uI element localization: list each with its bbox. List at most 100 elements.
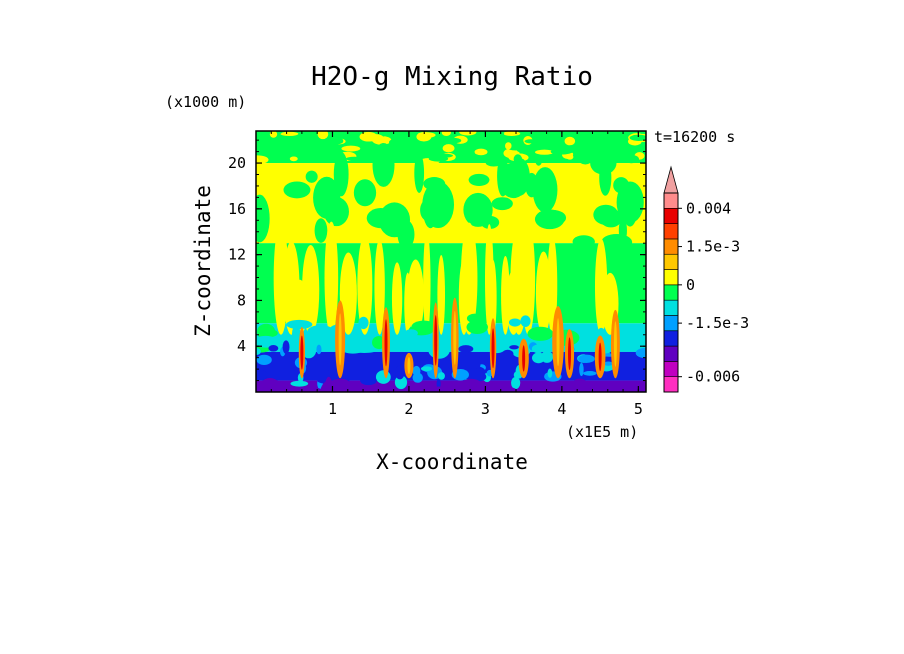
field-texture: [256, 354, 272, 366]
field-texture: [475, 356, 481, 370]
field-texture: [618, 131, 625, 136]
field-texture: [265, 154, 285, 162]
field-texture: [586, 139, 598, 145]
field-texture: [280, 131, 299, 136]
field-texture: [437, 254, 446, 335]
field-texture: [564, 136, 576, 146]
field-texture: [463, 192, 493, 227]
field-band-5: [256, 380, 646, 392]
field-texture: [577, 354, 595, 364]
x-tick-label: 2: [404, 400, 413, 418]
field-texture: [501, 255, 510, 335]
field-texture: [316, 344, 322, 355]
field-texture: [422, 181, 455, 229]
x-tick-label: 3: [481, 400, 490, 418]
field-texture: [395, 365, 405, 380]
field-texture: [550, 153, 559, 159]
field-texture: [459, 131, 477, 136]
field-texture: [430, 386, 447, 392]
field-texture: [620, 382, 630, 392]
field-texture: [623, 154, 640, 164]
colorbar-level-8: [663, 253, 679, 270]
field-texture: [314, 218, 328, 243]
field-texture: [570, 378, 586, 392]
colorbar-label: -0.006: [686, 368, 740, 386]
field-texture: [461, 148, 475, 158]
field-texture: [290, 380, 309, 387]
y-tick-label: 12: [228, 246, 246, 264]
plot-frame: [255, 130, 647, 393]
field-texture: [273, 222, 289, 335]
field-texture: [434, 315, 438, 366]
field-texture: [389, 138, 403, 146]
field-texture: [436, 379, 441, 389]
field-texture: [525, 172, 539, 198]
field-texture: [535, 156, 542, 166]
field-texture: [420, 366, 433, 372]
field-texture: [583, 370, 597, 376]
field-texture: [463, 387, 476, 392]
field-texture: [313, 176, 341, 219]
field-texture: [394, 375, 408, 390]
field-texture: [578, 154, 593, 165]
field-texture: [341, 345, 365, 354]
colorbar-level-5: [663, 299, 679, 316]
colorbar-level-9: [663, 238, 679, 255]
field-texture: [481, 133, 493, 138]
field-texture: [374, 239, 385, 335]
field-texture: [256, 348, 261, 356]
x-unit-label: (x1E5 m): [566, 423, 638, 441]
field-texture: [301, 342, 317, 359]
field-texture: [494, 359, 508, 368]
field-texture: [341, 145, 361, 152]
field-texture: [474, 148, 488, 156]
field-texture: [320, 380, 340, 392]
colorbar-level-2: [663, 345, 679, 362]
field-texture: [535, 251, 552, 335]
field-texture: [506, 269, 521, 335]
field-texture: [511, 376, 521, 390]
colorbar-level-7: [663, 269, 679, 286]
x-tick-label: 4: [557, 400, 566, 418]
field-texture: [458, 345, 474, 353]
field-texture: [629, 134, 646, 141]
field-texture: [359, 131, 378, 142]
field-texture: [289, 156, 298, 162]
field-texture: [540, 209, 567, 226]
field-texture: [539, 368, 545, 379]
field-texture: [360, 145, 371, 155]
field-texture: [478, 142, 495, 148]
field-texture: [294, 139, 310, 149]
colorbar-level-6: [663, 284, 679, 301]
field-texture: [428, 155, 449, 162]
x-tick-label: 5: [634, 400, 643, 418]
field-texture: [360, 376, 377, 386]
field-texture: [466, 320, 488, 335]
field-texture: [412, 372, 423, 383]
field-texture: [495, 131, 505, 137]
field-texture: [612, 148, 621, 158]
field-texture: [324, 136, 344, 145]
field-texture: [593, 204, 619, 225]
field-texture: [307, 325, 334, 338]
field-texture: [522, 345, 526, 372]
colorbar: 0.004 1.5e-3 0 -1.5e-3 -0.006: [663, 165, 749, 393]
colorbar-label: 0.004: [686, 199, 731, 217]
field-texture: [268, 345, 279, 352]
field-texture: [468, 173, 490, 187]
field-texture: [256, 194, 270, 243]
field-texture: [416, 131, 432, 142]
colorbar-frame: [663, 192, 679, 393]
field-texture: [613, 177, 630, 194]
field-texture: [358, 316, 369, 330]
time-label: t=16200 s: [654, 128, 735, 146]
colorbar-level-12: [663, 192, 679, 209]
field-texture: [601, 233, 633, 251]
field-texture: [414, 152, 425, 193]
field-texture: [443, 137, 462, 144]
field-texture: [359, 341, 372, 352]
colorbar-label: 1.5e-3: [686, 238, 740, 256]
field-band-2: [256, 243, 646, 324]
field-texture: [256, 155, 269, 165]
field-texture: [407, 357, 411, 375]
